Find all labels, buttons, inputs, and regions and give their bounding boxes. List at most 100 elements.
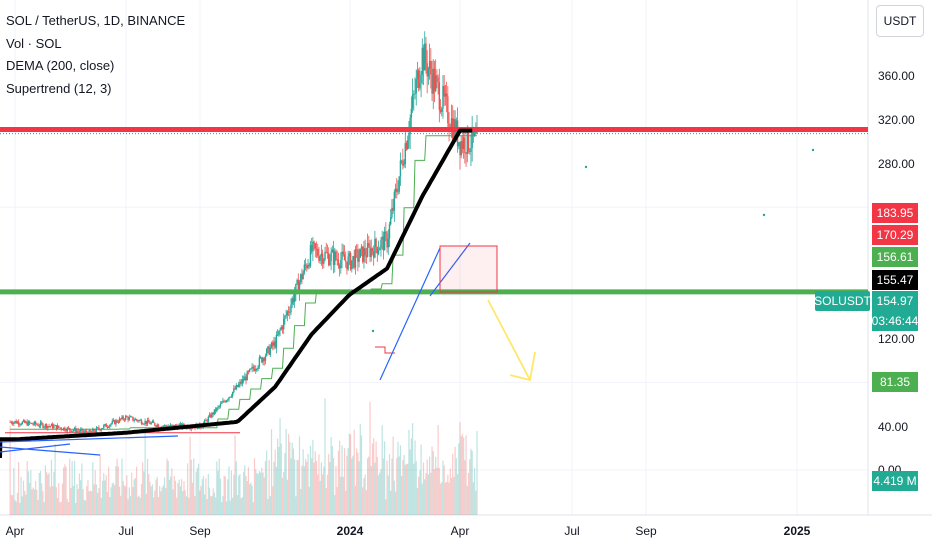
volume-bar	[201, 479, 203, 515]
legend-dema[interactable]: DEMA (200, close)	[6, 58, 115, 73]
volume-bar	[390, 490, 392, 515]
volume-bar	[405, 463, 408, 515]
volume-bar	[165, 488, 167, 515]
volume-bar	[103, 473, 105, 515]
grid	[0, 0, 932, 516]
volume-bar	[447, 474, 449, 515]
candle-body	[467, 127, 470, 151]
candle-body	[369, 245, 371, 257]
volume-bar	[277, 438, 279, 515]
legend-title[interactable]: SOL / TetherUS, 1D, BINANCE	[6, 13, 186, 28]
volume-bar	[75, 502, 77, 515]
candle-body	[312, 241, 314, 252]
volume-bar	[273, 461, 275, 515]
candle-body	[58, 425, 60, 428]
volume-bar	[281, 477, 284, 515]
candle-body	[436, 75, 438, 78]
drawings[interactable]	[0, 126, 868, 459]
legend-volume[interactable]: Vol · SOL	[6, 35, 62, 51]
volume-bar	[347, 448, 349, 515]
legend-supertrend[interactable]: Supertrend (12, 3)	[6, 80, 112, 96]
volume-bar	[290, 458, 292, 515]
volume-bar	[349, 434, 352, 515]
volume-bar	[95, 484, 98, 515]
volume-bar	[242, 471, 245, 515]
volume-bar	[289, 441, 291, 515]
volume-bar	[71, 461, 73, 515]
volume-bar	[430, 472, 432, 515]
volume-bar	[387, 475, 389, 515]
candle-body	[122, 416, 124, 420]
candle-body	[357, 249, 359, 262]
volume-bar	[215, 497, 217, 515]
volume-bar	[200, 486, 202, 515]
candle-body	[278, 330, 280, 335]
supertrend-line	[5, 135, 477, 434]
candle-body	[313, 241, 315, 244]
volume-bar	[227, 479, 229, 515]
x-tick: 2024	[336, 524, 364, 538]
volume-bar	[424, 479, 426, 515]
volume-bar	[376, 456, 378, 515]
volume-bar	[394, 491, 397, 515]
volume-bar	[83, 500, 85, 515]
candle-body	[409, 117, 411, 135]
candle-body	[20, 424, 22, 425]
dema-line	[0, 128, 473, 459]
volume-bar	[163, 477, 166, 515]
volume-bar	[43, 502, 45, 515]
currency-selector[interactable]: USDT	[876, 5, 924, 37]
volume-bar	[70, 488, 72, 515]
candle-body	[94, 431, 96, 433]
volume-bar	[469, 459, 471, 515]
candle-body	[427, 68, 430, 77]
volume-bar	[194, 496, 196, 515]
volume-bar	[48, 472, 50, 515]
candle-body	[129, 416, 132, 418]
volume-bar	[292, 448, 295, 515]
candle-body	[462, 137, 465, 150]
candle-body	[156, 424, 158, 427]
volume-bar	[401, 475, 403, 515]
volume-bar	[224, 476, 226, 515]
candle-body	[121, 416, 123, 420]
marker-dot	[762, 213, 766, 217]
volume-bar	[137, 496, 139, 515]
candle-body	[220, 402, 223, 404]
price-tag-dema: 155.47	[872, 270, 918, 290]
volume-bar	[132, 487, 134, 515]
volume-bar	[184, 490, 186, 515]
candle-body	[151, 421, 154, 423]
volume-bar	[379, 472, 381, 515]
volume-bar	[179, 486, 181, 515]
candle-body	[211, 412, 213, 418]
candle-body	[459, 142, 461, 156]
candle-body	[62, 427, 65, 431]
volume-bar	[241, 497, 243, 515]
volume-bar	[177, 483, 179, 515]
volume-bar	[105, 475, 107, 515]
candle-body	[399, 160, 402, 177]
volume-bar	[442, 460, 444, 515]
volume-bar	[25, 494, 27, 515]
volume-bar	[135, 466, 138, 515]
volume-bar	[22, 480, 25, 515]
candle-body	[11, 423, 14, 425]
candle-body	[276, 334, 279, 336]
volume-bar	[149, 481, 151, 515]
volume-bar	[269, 496, 271, 515]
volume-bar	[433, 468, 436, 515]
candle-body	[450, 118, 453, 132]
volume-bar	[307, 453, 309, 515]
candle-body	[112, 420, 115, 422]
volume-bar	[283, 471, 285, 515]
candle-body	[248, 368, 251, 372]
candle-body	[261, 357, 263, 363]
volume-bar	[178, 479, 180, 515]
volume-bar	[263, 477, 265, 515]
volume-bar	[427, 474, 429, 515]
candle-body	[300, 274, 302, 283]
candle-body	[127, 417, 129, 420]
volume-bar	[431, 446, 433, 515]
